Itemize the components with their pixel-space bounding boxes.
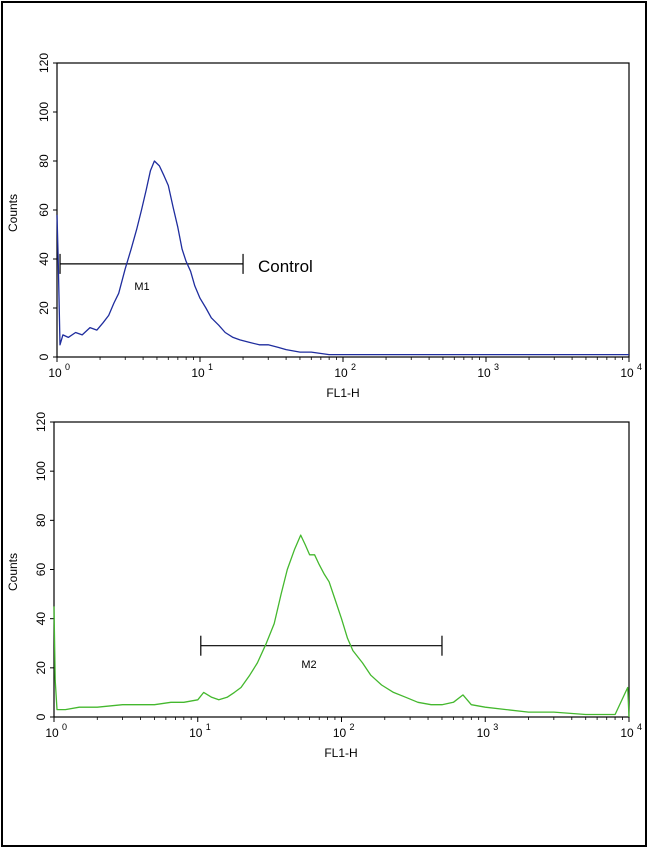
- x-tick-label-exponent: 0: [62, 722, 67, 732]
- x-axis-title-bottom: FL1-H: [324, 746, 357, 760]
- x-tick-label-exponent: 0: [65, 362, 70, 372]
- x-tick-label-exponent: 1: [206, 722, 211, 732]
- top-histogram-panel: Counts FL1-H Control M1 020406080100120 …: [6, 53, 642, 400]
- marker-m2: [200, 635, 443, 656]
- x-tick-label-base: 10: [620, 726, 634, 740]
- y-tick-label: 80: [37, 154, 51, 168]
- y-tick-label: 0: [34, 713, 48, 720]
- sample-histogram-line: [53, 534, 630, 718]
- x-tick-label-exponent: 2: [351, 362, 356, 372]
- x-ticks-bottom: 10 0 10 1 10 2 10 3 10 4: [45, 717, 642, 740]
- x-tick-label-base: 10: [48, 366, 62, 380]
- marker-m1-label: M1: [134, 281, 149, 293]
- y-tick-label: 100: [37, 102, 51, 122]
- y-ticks-top: 0 20 40 60 80 100 120: [37, 53, 57, 360]
- control-annotation: Control: [258, 257, 313, 276]
- plot-area-top: [56, 62, 630, 358]
- x-tick-label-base: 10: [620, 366, 634, 380]
- marker-m2-label: M2: [301, 659, 316, 671]
- y-tick-label: 40: [37, 252, 51, 266]
- x-tick-label-base: 10: [333, 726, 347, 740]
- x-tick-label-base: 10: [45, 726, 59, 740]
- y-tick-label: 20: [34, 661, 48, 675]
- y-tick-label: 120: [34, 412, 48, 432]
- y-tick-label: 20: [37, 301, 51, 315]
- x-ticks-top: 10 0 10 1 10 2 10 3 10 4: [48, 357, 642, 380]
- x-tick-label-base: 10: [189, 726, 203, 740]
- x-tick-label-base: 10: [477, 726, 491, 740]
- x-tick-label-exponent: 4: [637, 362, 642, 372]
- x-tick-label-exponent: 4: [637, 722, 642, 732]
- marker-m1: [59, 253, 244, 274]
- x-tick-label-base: 10: [191, 366, 205, 380]
- x-tick-label-exponent: 1: [208, 362, 213, 372]
- y-tick-label: 60: [34, 563, 48, 577]
- x-tick-label-base: 10: [477, 366, 491, 380]
- x-axis-title-top: FL1-H: [326, 386, 359, 400]
- y-tick-label: 0: [37, 353, 51, 360]
- y-tick-label: 40: [34, 612, 48, 626]
- y-axis-title-bottom: Counts: [6, 553, 20, 591]
- x-tick-label-exponent: 3: [494, 362, 499, 372]
- x-tick-label-base: 10: [334, 366, 348, 380]
- y-tick-label: 100: [34, 461, 48, 481]
- y-axis-title-top: Counts: [6, 194, 20, 232]
- y-tick-label: 60: [37, 203, 51, 217]
- control-histogram-line: [56, 160, 629, 356]
- y-ticks-bottom: 0 20 40 60 80 100 120: [34, 412, 54, 720]
- y-tick-label: 80: [34, 513, 48, 527]
- x-tick-label-exponent: 2: [350, 722, 355, 732]
- y-tick-label: 120: [37, 53, 51, 73]
- x-tick-label-exponent: 3: [493, 722, 498, 732]
- plot-area-bottom: [53, 421, 630, 718]
